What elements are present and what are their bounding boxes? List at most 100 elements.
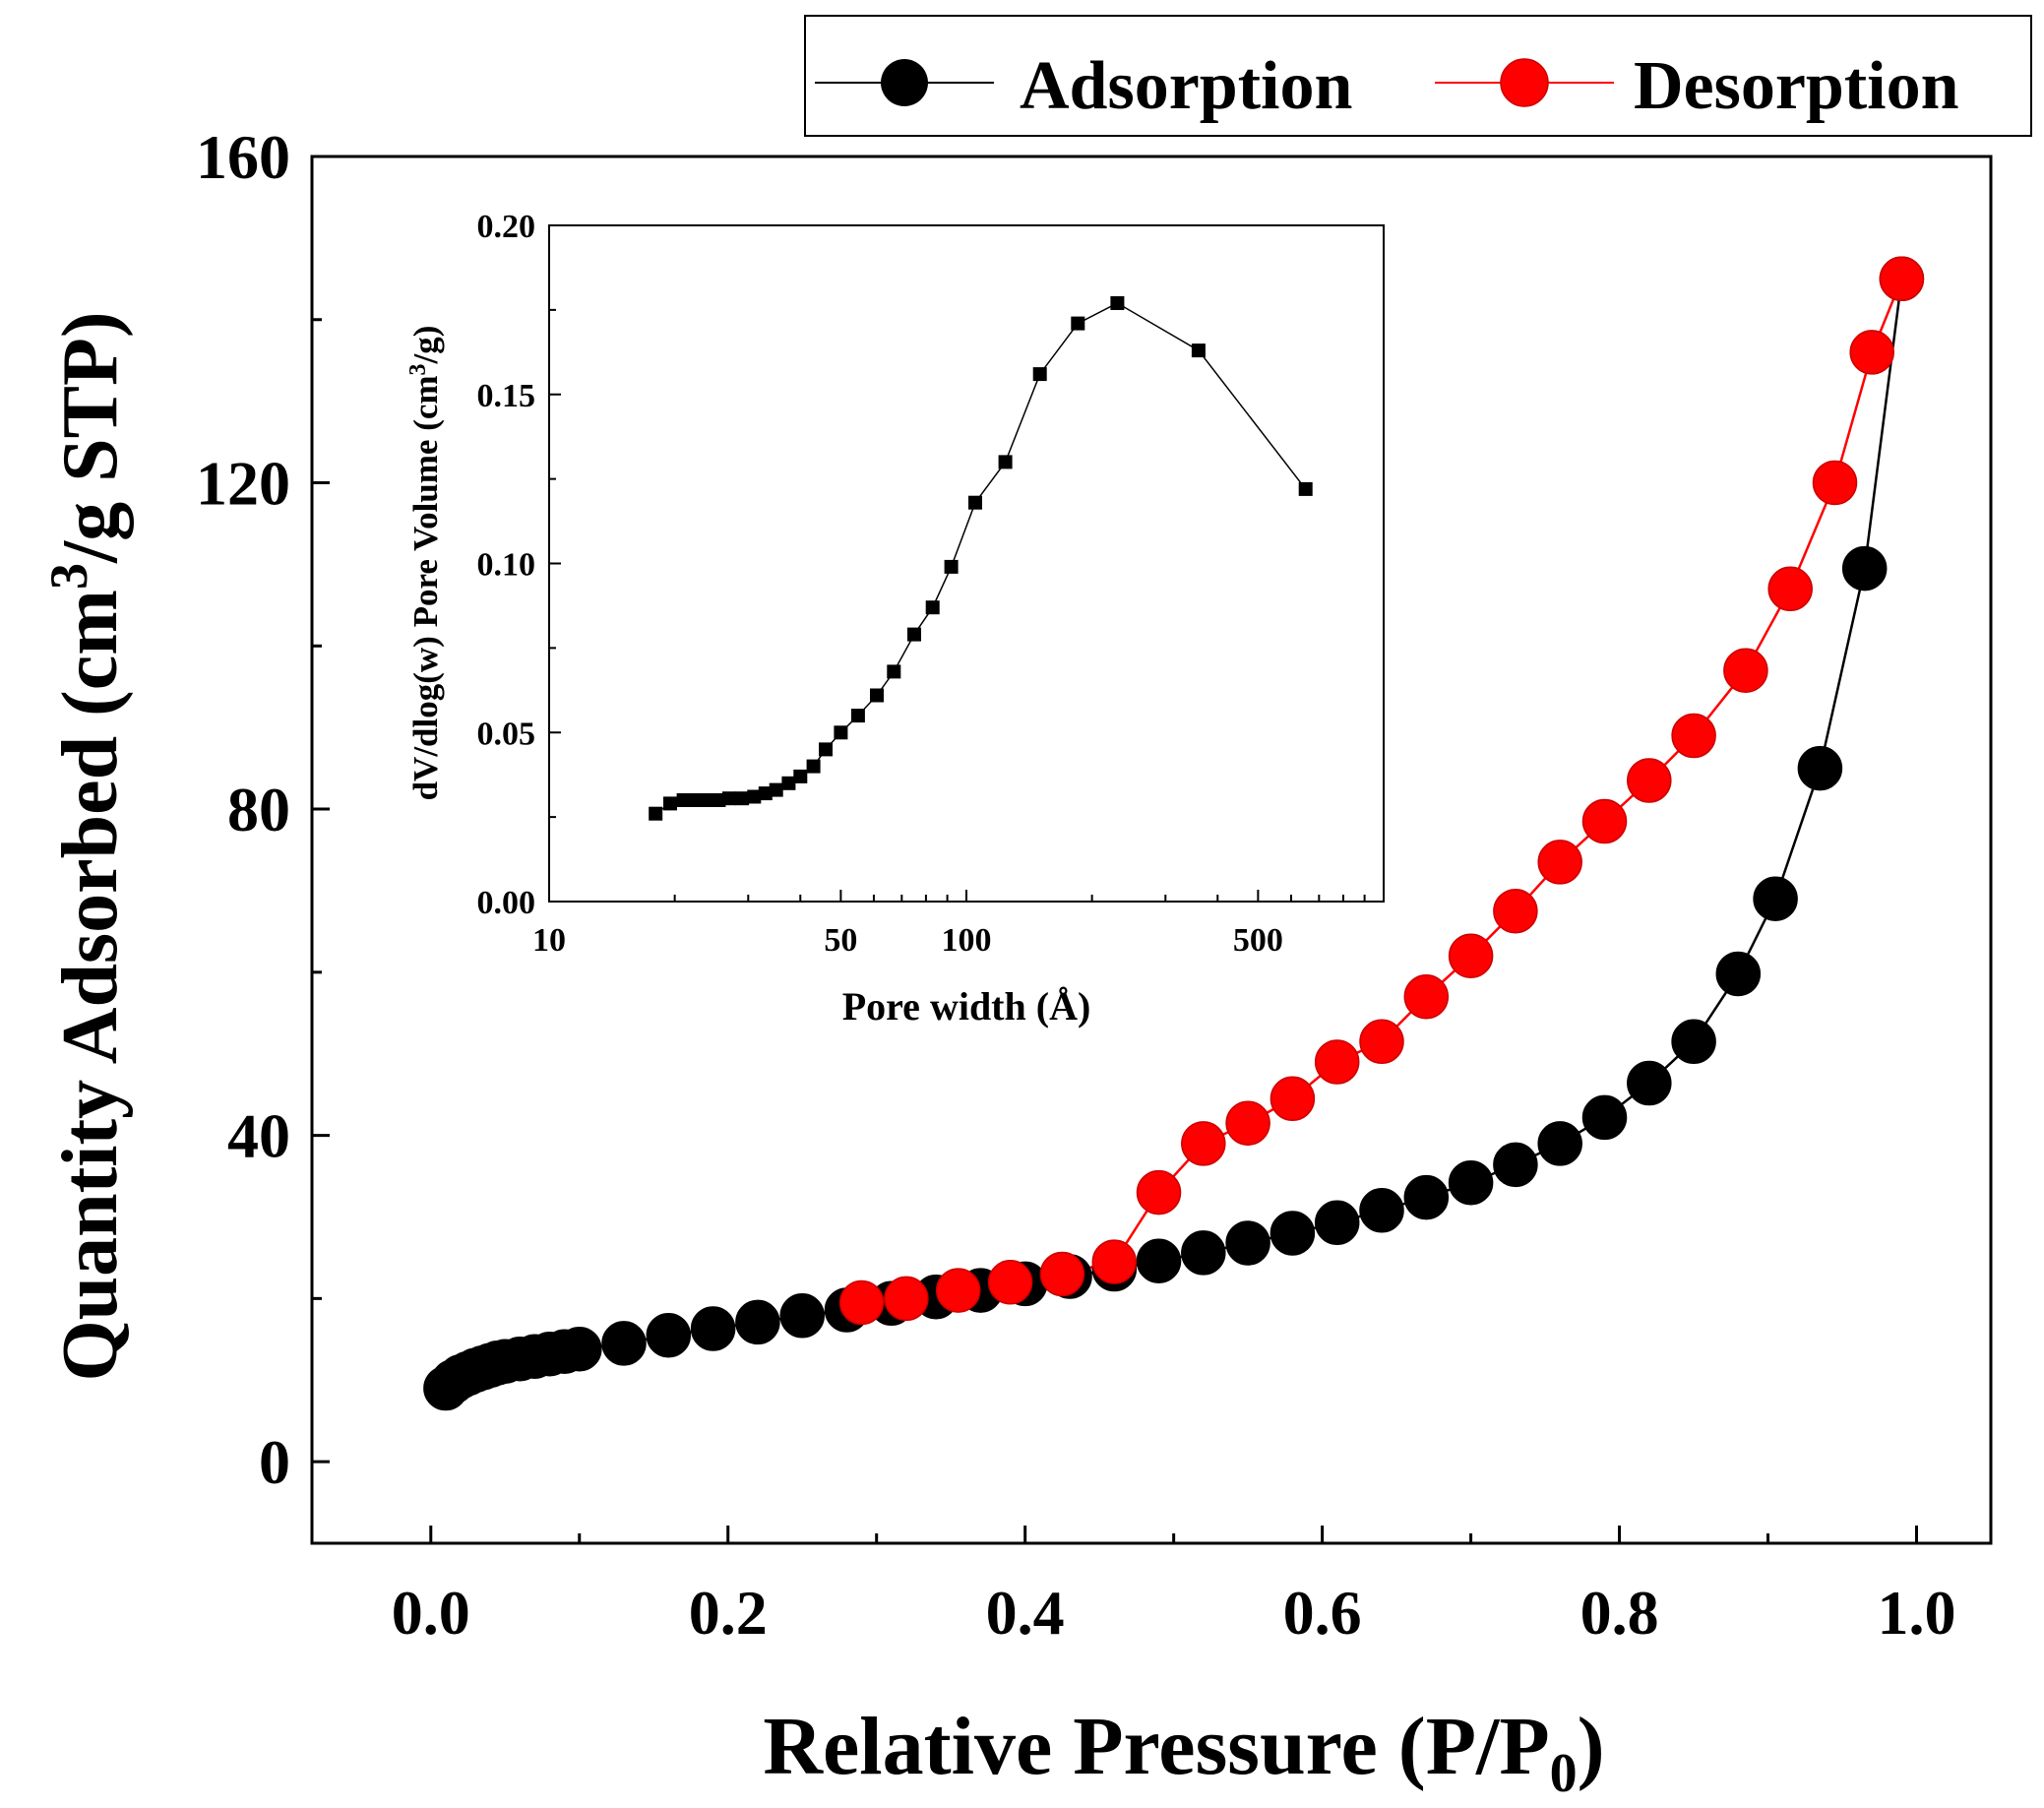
inset-point xyxy=(887,664,901,679)
main-y-tick-label: 120 xyxy=(196,449,290,519)
inset-y-tick-label: 0.15 xyxy=(477,378,536,414)
inset-point xyxy=(998,455,1013,469)
inset-point xyxy=(689,793,704,807)
point-adsorption xyxy=(1671,1019,1716,1065)
main-x-axis-label: Relative Pressure (P/P0) xyxy=(763,1701,1604,1804)
inset-x-tick-label: 500 xyxy=(1233,922,1283,959)
inset-x-tick-label: 10 xyxy=(532,922,566,959)
point-adsorption xyxy=(1448,1159,1494,1206)
inset-point xyxy=(781,776,796,790)
point-adsorption xyxy=(646,1312,692,1358)
point-desorption xyxy=(1849,330,1894,375)
point-adsorption xyxy=(1841,545,1888,592)
inset-point xyxy=(721,791,736,806)
main-x-tick-label: 0.0 xyxy=(392,1578,470,1648)
inset-point xyxy=(676,793,691,807)
inset-point xyxy=(769,782,783,797)
inset-point xyxy=(907,627,921,642)
point-desorption xyxy=(1493,888,1538,934)
main-y-axis-label: Quantity Adsorbed (cm3/g STP) xyxy=(39,311,134,1381)
main-x-tick-label: 0.4 xyxy=(986,1578,1065,1648)
legend-marker-desorption xyxy=(1500,58,1549,107)
point-adsorption xyxy=(1493,1142,1538,1188)
main-plot-frame xyxy=(310,155,1993,1545)
point-adsorption xyxy=(1403,1174,1450,1220)
main-x-tick-label: 0.2 xyxy=(689,1578,768,1648)
inset-x-axis: 10 50 100 500 xyxy=(532,890,1366,959)
point-adsorption xyxy=(1537,1121,1582,1166)
inset-y-axis-label: dV/dlog(w) Pore Volume (cm3/g) xyxy=(405,326,445,801)
inset-point xyxy=(735,791,750,806)
inset-point xyxy=(1110,296,1125,310)
point-adsorption xyxy=(1225,1220,1270,1266)
point-adsorption xyxy=(1627,1060,1672,1106)
point-adsorption xyxy=(1270,1211,1316,1256)
inset-point xyxy=(663,796,677,811)
point-desorption xyxy=(1812,460,1858,506)
main-series-group xyxy=(423,256,1925,1411)
main-y-tick-label: 0 xyxy=(259,1427,290,1497)
main-x-tick-label: 1.0 xyxy=(1878,1578,1956,1648)
point-desorption xyxy=(987,1260,1033,1305)
point-desorption xyxy=(1671,713,1716,759)
point-desorption xyxy=(1136,1169,1182,1216)
inset-point xyxy=(870,688,884,703)
inset-point xyxy=(834,725,848,740)
inset-y-tick-label: 0.05 xyxy=(477,716,536,752)
inset-series-group xyxy=(649,296,1313,821)
inset-point xyxy=(925,600,940,615)
inset-point xyxy=(758,786,773,801)
main-y-tick-label: 80 xyxy=(227,775,290,844)
inset-point xyxy=(747,789,762,804)
point-adsorption xyxy=(1314,1200,1360,1246)
point-adsorption xyxy=(1359,1188,1404,1233)
point-desorption xyxy=(1767,566,1813,612)
inset-point xyxy=(701,793,715,807)
point-desorption xyxy=(1181,1121,1226,1166)
point-desorption xyxy=(1225,1100,1270,1146)
point-desorption xyxy=(1723,648,1768,693)
inset-y-tick-label: 0.00 xyxy=(477,885,536,921)
main-y-axis: 0 40 80 120 160 xyxy=(196,122,330,1497)
point-desorption xyxy=(1537,840,1582,885)
point-desorption xyxy=(1448,933,1494,978)
point-desorption xyxy=(884,1276,929,1322)
inset-point xyxy=(793,769,808,783)
point-desorption xyxy=(1879,256,1925,302)
point-adsorption xyxy=(1581,1094,1628,1141)
point-desorption xyxy=(838,1279,885,1326)
inset-point xyxy=(1191,343,1206,358)
point-desorption xyxy=(1091,1239,1138,1284)
inset-plot-frame xyxy=(548,224,1385,903)
inset-point xyxy=(649,806,663,821)
legend-label-desorption: Desorption xyxy=(1634,48,1959,124)
point-adsorption xyxy=(735,1299,780,1345)
main-y-tick-label: 160 xyxy=(196,122,290,192)
point-adsorption xyxy=(1797,745,1843,791)
point-adsorption xyxy=(1715,951,1762,997)
legend-marker-adsorption xyxy=(881,59,928,106)
inset-point xyxy=(819,742,833,757)
point-desorption xyxy=(1403,973,1450,1020)
point-desorption xyxy=(1627,758,1672,803)
legend-box xyxy=(804,15,2032,137)
main-y-tick-label: 40 xyxy=(227,1101,290,1171)
inset-point xyxy=(1032,367,1047,382)
legend-label-adsorption: Adsorption xyxy=(1020,48,1352,124)
main-x-tick-label: 0.6 xyxy=(1283,1578,1362,1648)
point-adsorption xyxy=(779,1293,825,1339)
main-x-axis: 0.0 0.2 0.4 0.6 0.8 1.0 xyxy=(392,1526,1956,1648)
inset-x-tick-label: 50 xyxy=(824,922,857,959)
inset-point xyxy=(944,559,959,574)
point-adsorption xyxy=(1181,1230,1226,1276)
inset-point xyxy=(1298,481,1313,496)
point-adsorption xyxy=(557,1326,602,1372)
inset-x-axis-label: Pore width (Å) xyxy=(842,984,1091,1029)
point-desorption xyxy=(1039,1251,1085,1297)
inset-y-tick-label: 0.10 xyxy=(477,547,536,584)
point-desorption xyxy=(1314,1039,1360,1085)
inset-y-axis: 0.00 0.05 0.10 0.15 0.20 xyxy=(477,209,561,921)
point-adsorption xyxy=(1136,1238,1182,1283)
